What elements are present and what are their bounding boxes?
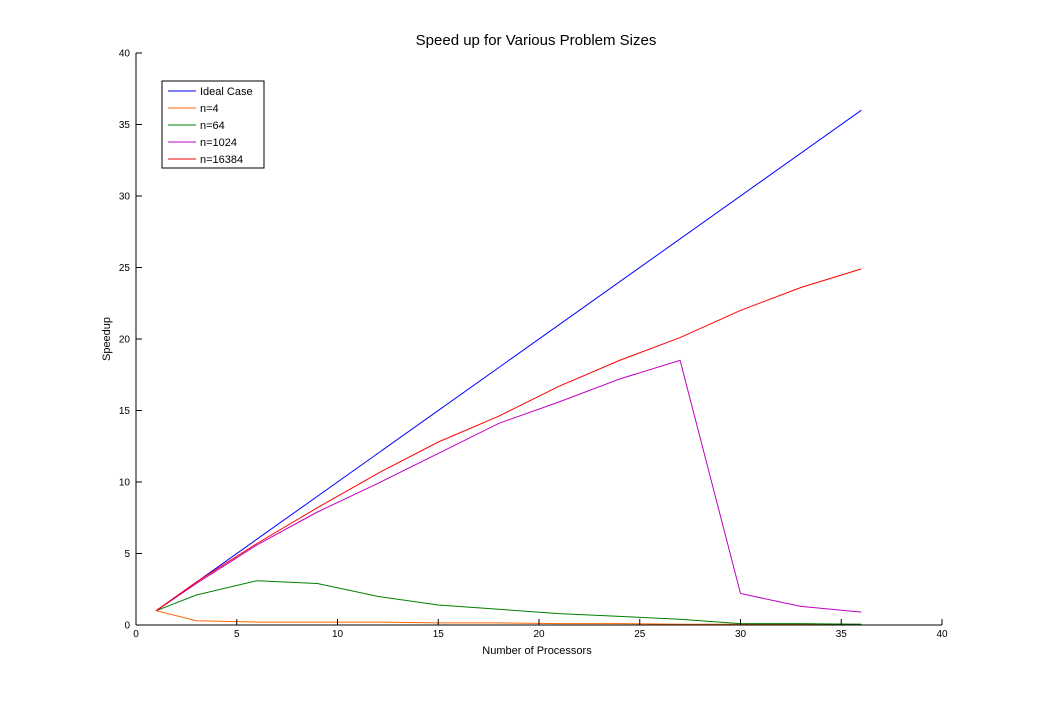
y-tick-label: 5 [124,549,130,560]
legend-label-n-64: n=64 [200,120,225,132]
chart-title: Speed up for Various Problem Sizes [416,32,657,49]
legend-label-ideal-case: Ideal Case [200,86,253,98]
y-tick-label: 30 [119,192,131,203]
y-tick-label: 0 [124,621,130,632]
legend: Ideal Case n=4 n=64 n=1024 n=16384 [161,80,265,169]
y-tick-label: 25 [119,263,131,274]
series-layer [155,109,862,625]
x-ticks: 0 5 10 15 20 25 30 35 40 [133,619,948,640]
x-tick-label: 5 [234,629,240,640]
y-tick-label: 35 [119,120,131,131]
y-axis-label: Speedup [101,317,113,361]
x-tick-label: 30 [735,629,747,640]
legend-label-n-16384: n=16384 [200,154,243,166]
x-tick-label: 25 [634,629,646,640]
x-tick-label: 20 [533,629,545,640]
x-tick-label: 15 [433,629,445,640]
y-tick-label: 40 [119,49,131,60]
legend-label-n-4: n=4 [200,103,219,115]
x-tick-label: 35 [836,629,848,640]
y-ticks: 0 5 10 15 20 25 30 35 40 [119,49,142,632]
y-tick-label: 15 [119,406,131,417]
x-tick-label: 0 [133,629,139,640]
x-tick-label: 40 [936,629,948,640]
x-tick-label: 10 [332,629,344,640]
series-line-n-16384 [155,268,862,612]
series-line-ideal-case [155,109,862,612]
legend-label-n-1024: n=1024 [200,137,237,149]
y-tick-label: 20 [119,335,131,346]
y-tick-label: 10 [119,478,131,489]
x-axis-label: Number of Processors [482,645,592,657]
series-line-n-1024 [155,359,862,613]
